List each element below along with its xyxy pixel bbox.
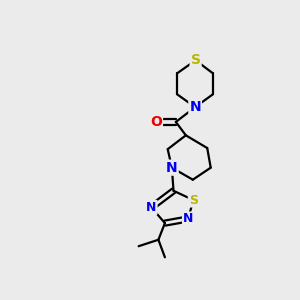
Text: S: S (189, 194, 198, 206)
Text: N: N (189, 100, 201, 114)
Text: S: S (190, 53, 201, 67)
Text: O: O (150, 115, 162, 129)
Text: N: N (146, 201, 157, 214)
Text: N: N (183, 212, 193, 226)
Text: N: N (166, 161, 178, 175)
